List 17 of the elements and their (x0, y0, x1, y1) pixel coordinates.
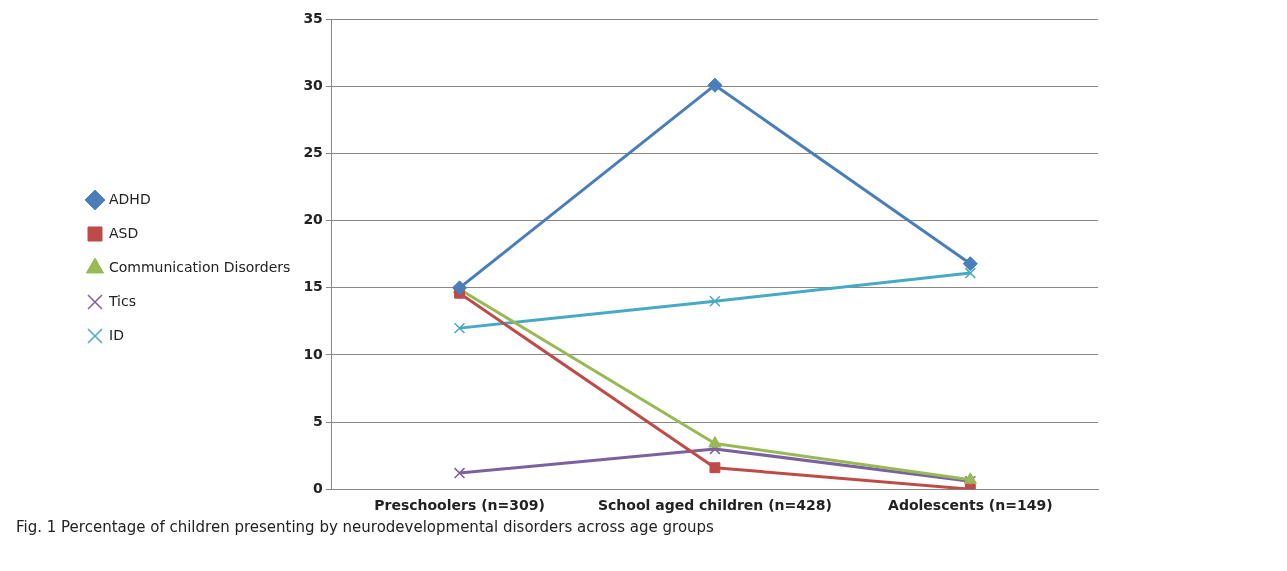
x-tick-label: Adolescents (n=149) (888, 497, 1053, 514)
y-tick-label: 0 (313, 479, 324, 496)
legend-label: ADHD (109, 190, 151, 207)
y-tick-label: 25 (303, 144, 323, 161)
y-tick-label: 20 (303, 211, 324, 228)
y-tick-label: 10 (303, 345, 324, 362)
x-tick-label: School aged children (n=428) (597, 497, 832, 514)
x-tick-label: Preschoolers (n=309) (374, 497, 545, 514)
y-tick-label: 15 (303, 278, 323, 295)
y-tick-label: 30 (303, 77, 324, 94)
legend-label: Communication Disorders (109, 258, 291, 275)
y-tick-label: 5 (313, 412, 323, 429)
legend-label: ID (109, 326, 124, 343)
y-tick-label: 35 (303, 10, 323, 27)
legend-label: ASD (109, 224, 139, 241)
legend-label: Tics (108, 292, 137, 309)
caption: Fig. 1 Percentage of children presenting by neurodevelopmental disorders across age groups (15, 518, 715, 536)
